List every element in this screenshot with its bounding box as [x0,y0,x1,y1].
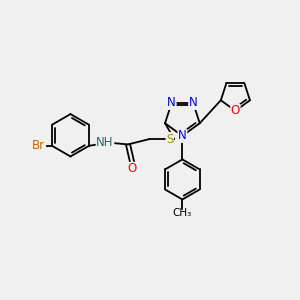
Text: N: N [167,96,176,109]
Text: S: S [166,133,173,146]
Text: N: N [178,129,187,142]
Text: N: N [189,96,197,109]
Text: Br: Br [32,140,46,152]
Text: O: O [231,104,240,117]
Text: O: O [128,162,137,175]
Text: NH: NH [96,136,114,149]
Text: CH₃: CH₃ [173,208,192,218]
